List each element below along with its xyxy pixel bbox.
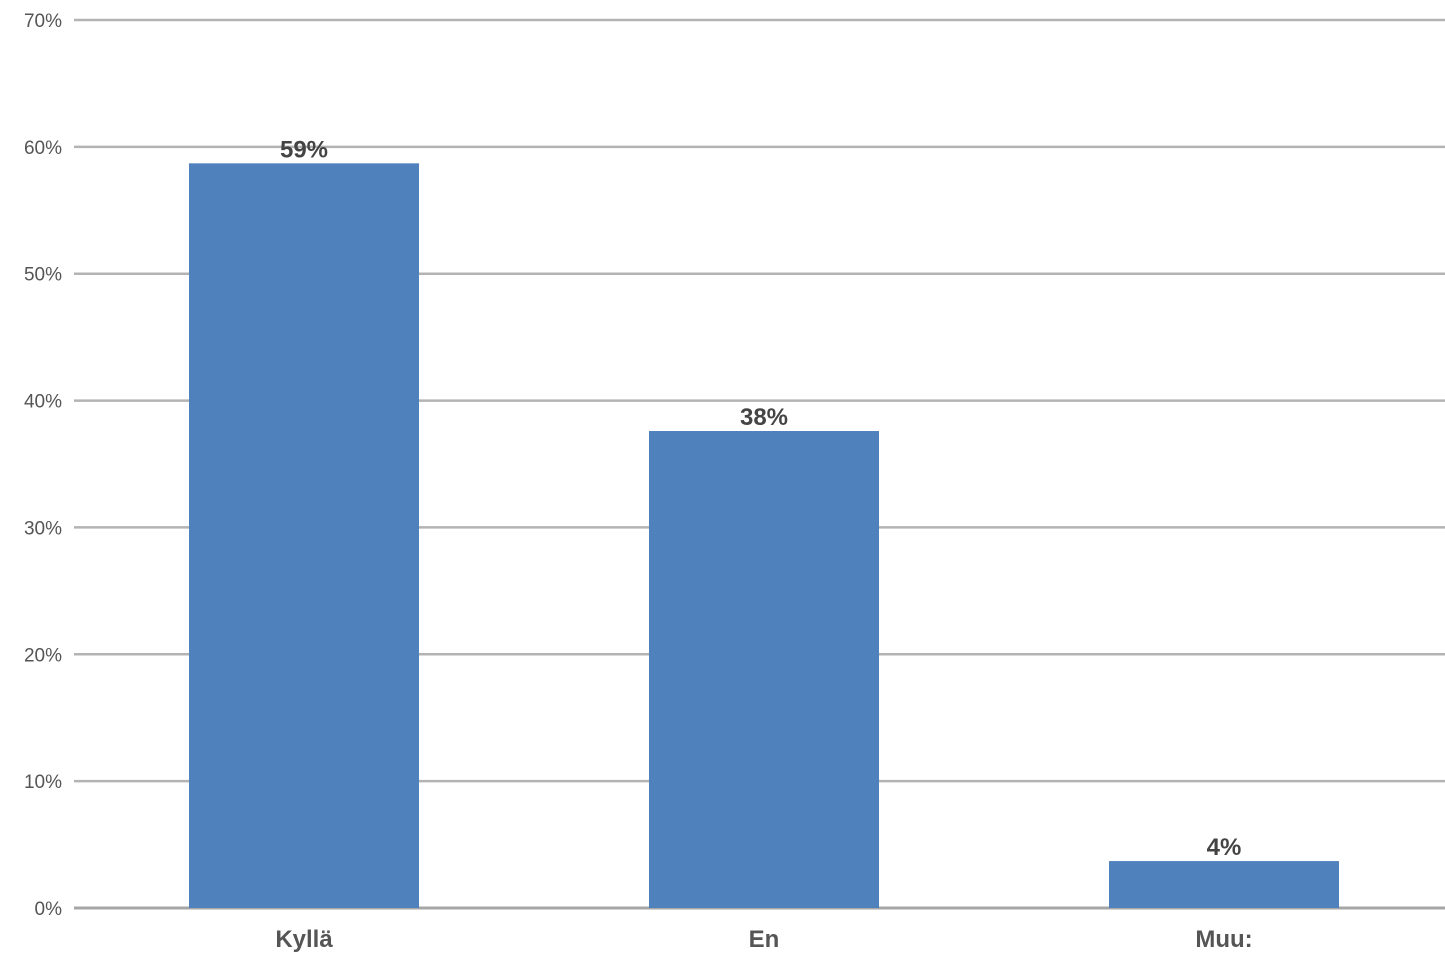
x-category-label: En bbox=[749, 926, 780, 953]
y-tick-label: 40% bbox=[24, 392, 62, 413]
bar-data-label: 38% bbox=[740, 404, 788, 431]
y-tick-label: 50% bbox=[24, 265, 62, 286]
y-tick-label: 20% bbox=[24, 645, 62, 666]
y-tick-label: 70% bbox=[24, 11, 62, 32]
x-axis-category-labels: Kyllä En Muu: bbox=[275, 926, 1252, 953]
y-tick-label: 30% bbox=[24, 518, 62, 539]
y-tick-label: 0% bbox=[35, 899, 63, 920]
data-labels: 59% 38% 4% bbox=[280, 136, 1241, 861]
x-category-label: Kyllä bbox=[275, 926, 333, 953]
x-category-label: Muu: bbox=[1195, 926, 1252, 953]
bars bbox=[189, 163, 1339, 908]
y-tick-label: 10% bbox=[24, 772, 62, 793]
bar-2 bbox=[649, 431, 879, 908]
bar-3 bbox=[1109, 861, 1339, 908]
bar-1 bbox=[189, 163, 419, 908]
y-tick-label: 60% bbox=[24, 138, 62, 159]
y-axis-tick-labels: 0% 10% 20% 30% 40% 50% 60% 70% bbox=[24, 11, 62, 920]
bar-data-label: 59% bbox=[280, 136, 328, 163]
bar-data-label: 4% bbox=[1207, 834, 1242, 861]
